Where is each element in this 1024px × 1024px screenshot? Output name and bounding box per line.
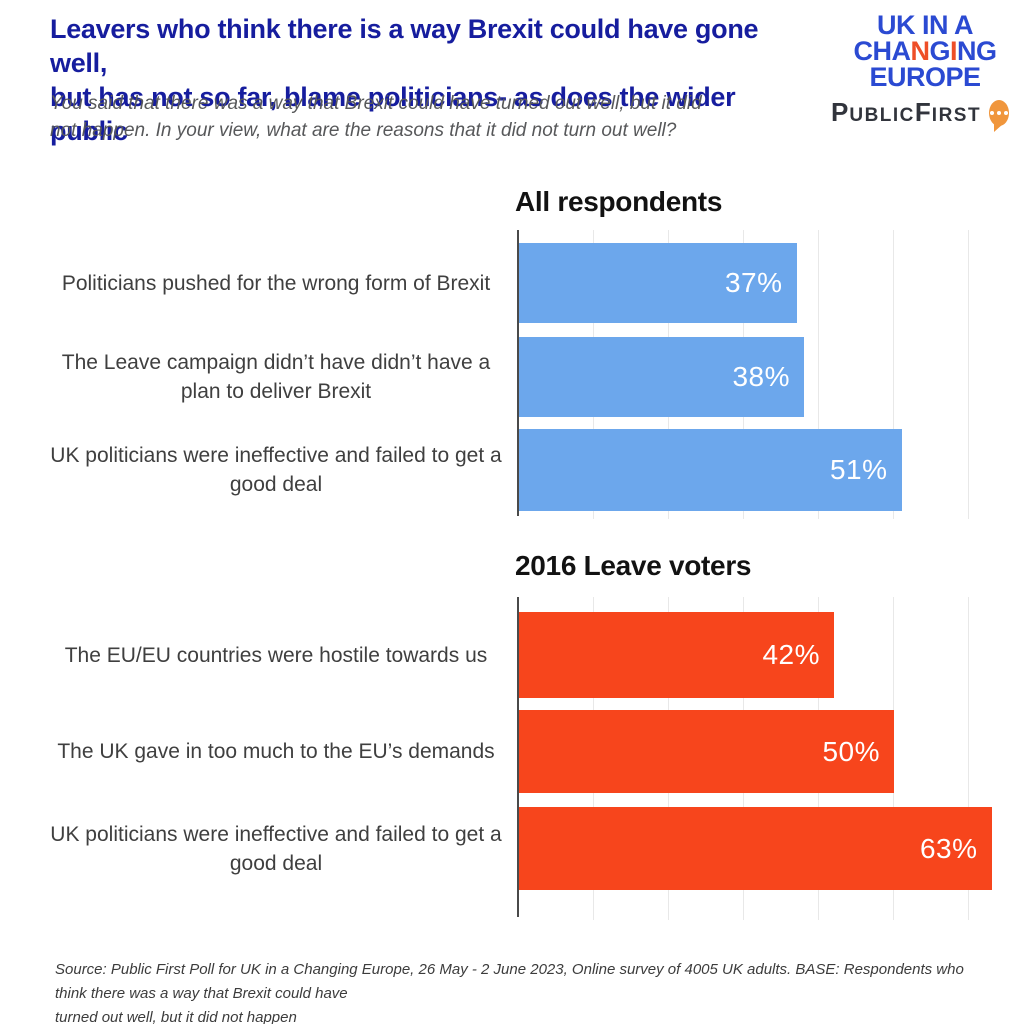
bar-value-label: 38% bbox=[732, 361, 790, 392]
bar-value-label: 51% bbox=[829, 454, 888, 485]
chart1-category-label: The Leave campaign didn’t have didn’t ha… bbox=[61, 351, 491, 403]
bar-value-label: 50% bbox=[822, 735, 880, 767]
chart1-category-label: UK politicians were ineffective and fail… bbox=[50, 444, 502, 496]
source-note-line1: Source: Public First Poll for UK in a Ch… bbox=[55, 961, 964, 1002]
subtitle-line2: not happen. In your view, what are the r… bbox=[50, 120, 677, 141]
gridline bbox=[893, 230, 894, 519]
chart2-bar: 50% bbox=[519, 710, 894, 793]
ukice-logo-line1: UK IN A bbox=[877, 10, 974, 40]
publicfirst-logo: P UBLIC F IRST bbox=[831, 97, 1009, 132]
gridline bbox=[968, 597, 969, 921]
chart2-plot: The EU/EU countries were hostile towards… bbox=[0, 597, 1024, 921]
chart2-title: 2016 Leave voters bbox=[515, 550, 752, 581]
chart2-category-label: The EU/EU countries were hostile towards… bbox=[64, 643, 488, 667]
chart1-plot: Politicians pushed for the wrong form of… bbox=[0, 230, 1024, 519]
gridline bbox=[968, 230, 969, 519]
page-title-line2: but has not so far, blame politicians- a… bbox=[50, 82, 736, 146]
bar-value-label: 63% bbox=[919, 832, 978, 864]
bar-value-label: 42% bbox=[762, 639, 820, 670]
survey-question-subtitle: You said that there was a way that Brexi… bbox=[50, 90, 790, 144]
ukice-logo-line2: CHANGING bbox=[853, 36, 997, 66]
chart2-category-label: UK politicians were ineffective and fail… bbox=[50, 822, 502, 875]
chart2-category-label: The UK gave in too much to the EU’s dema… bbox=[57, 740, 495, 763]
chart1-bar: 51% bbox=[519, 429, 902, 511]
chart2-bar: 63% bbox=[519, 807, 992, 890]
chart1-title: All respondents bbox=[515, 186, 723, 217]
source-note: Source: Public First Poll for UK in a Ch… bbox=[55, 958, 985, 1024]
bar-value-label: 37% bbox=[724, 267, 783, 298]
page-title-line1: Leavers who think there is a way Brexit … bbox=[50, 14, 759, 78]
chart1-category-label: Politicians pushed for the wrong form of… bbox=[61, 271, 491, 295]
ukice-logo: UK IN A CHANGING EUROPE bbox=[842, 10, 1008, 92]
chart1-bar: 37% bbox=[519, 243, 797, 323]
speech-bubble-icon bbox=[989, 99, 1009, 132]
subtitle-line1: You said that there was a way that Brexi… bbox=[50, 93, 702, 114]
chart2-bar: 42% bbox=[519, 612, 834, 698]
gridline bbox=[818, 230, 819, 519]
y-axis-line bbox=[517, 597, 519, 917]
page-title: Leavers who think there is a way Brexit … bbox=[50, 12, 790, 148]
chart1-bar: 38% bbox=[519, 337, 804, 417]
y-axis-line bbox=[517, 230, 519, 516]
ukice-logo-line3: EUROPE bbox=[869, 62, 981, 92]
source-note-line2: turned out well, but it did not happen bbox=[55, 1009, 297, 1024]
